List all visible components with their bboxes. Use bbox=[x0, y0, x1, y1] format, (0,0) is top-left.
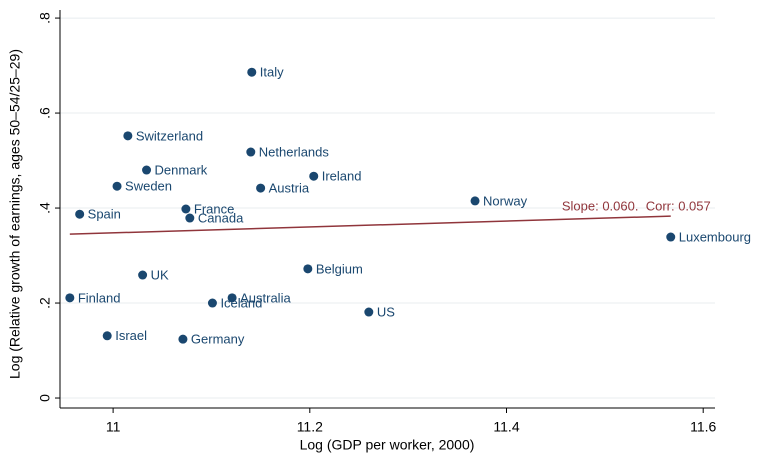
x-tick-label: 11.4 bbox=[493, 419, 519, 435]
point bbox=[303, 264, 313, 274]
point bbox=[102, 331, 112, 341]
point bbox=[178, 334, 188, 344]
point-label: Luxembourg bbox=[679, 229, 751, 244]
y-tick-label: .8 bbox=[37, 12, 53, 24]
point-label: Denmark bbox=[155, 162, 208, 177]
x-tick-label: 11 bbox=[106, 419, 121, 435]
y-axis-title: Log (Relative growth of earnings, ages 5… bbox=[7, 49, 23, 379]
y-tick-label: 0 bbox=[37, 394, 53, 402]
point-label: Austria bbox=[269, 181, 310, 196]
point bbox=[207, 298, 217, 308]
point bbox=[309, 171, 319, 181]
point-label: Switzerland bbox=[136, 128, 203, 143]
point bbox=[138, 270, 148, 280]
fit-annotation: Slope: 0.060. Corr: 0.057 bbox=[562, 199, 711, 214]
point-label: Germany bbox=[191, 332, 245, 347]
point-label: Italy bbox=[260, 65, 284, 80]
point bbox=[227, 293, 237, 303]
point bbox=[185, 213, 195, 223]
point bbox=[142, 165, 152, 175]
y-tick-label: .2 bbox=[37, 297, 53, 309]
point-label: UK bbox=[151, 267, 169, 282]
point-label: Norway bbox=[483, 193, 528, 208]
point-label: Netherlands bbox=[259, 144, 330, 159]
point bbox=[470, 196, 480, 206]
point bbox=[181, 204, 191, 214]
point bbox=[246, 147, 256, 157]
point bbox=[364, 307, 374, 317]
point-label: Ireland bbox=[322, 169, 362, 184]
point-label: Canada bbox=[198, 210, 244, 225]
y-tick-label: .4 bbox=[37, 202, 53, 214]
point bbox=[123, 131, 133, 141]
point-label: Belgium bbox=[316, 261, 363, 276]
x-tick-label: 11.2 bbox=[297, 419, 323, 435]
point bbox=[112, 181, 122, 191]
point-label: Spain bbox=[88, 207, 121, 222]
point-label: Finland bbox=[78, 290, 121, 305]
point-label: US bbox=[377, 304, 395, 319]
point-label: Sweden bbox=[125, 179, 172, 194]
point bbox=[247, 67, 257, 77]
fit-line bbox=[69, 215, 671, 235]
point-label: Australia bbox=[240, 290, 291, 305]
point bbox=[256, 183, 266, 193]
y-tick-label: .6 bbox=[37, 107, 53, 119]
x-axis-title: Log (GDP per worker, 2000) bbox=[300, 437, 475, 453]
point-label: Iceland bbox=[220, 295, 262, 310]
x-tick-label: 11.6 bbox=[690, 419, 716, 435]
point-label: Israel bbox=[115, 328, 147, 343]
point bbox=[666, 232, 676, 242]
point bbox=[75, 209, 85, 219]
point bbox=[65, 293, 75, 303]
point-label: France bbox=[194, 201, 234, 216]
